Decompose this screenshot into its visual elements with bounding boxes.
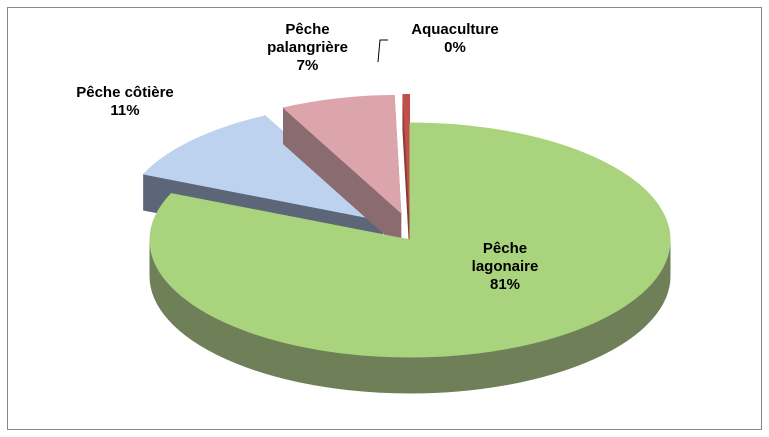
value-label: 7% bbox=[296, 57, 319, 74]
slice-label: Pêche palangrière 7% bbox=[265, 21, 350, 75]
slice bbox=[149, 122, 671, 358]
category-label: Aquaculture bbox=[411, 21, 499, 38]
value-label: 0% bbox=[444, 39, 466, 56]
value-label: 11% bbox=[110, 102, 140, 119]
slice bbox=[282, 94, 402, 214]
category-label: Pêche côtière bbox=[76, 84, 174, 101]
value-label: 81% bbox=[489, 276, 521, 293]
slice-label: Pêche lagonaire 81% bbox=[455, 240, 555, 294]
category-label: Pêche lagonaire bbox=[471, 240, 539, 275]
slice-label: Aquaculture 0% bbox=[390, 21, 520, 57]
slice bbox=[402, 94, 411, 212]
slice-label: Pêche côtière 11% bbox=[55, 84, 195, 120]
slice bbox=[142, 115, 385, 222]
leader-line bbox=[377, 39, 388, 63]
category-label: Pêche palangrière bbox=[267, 21, 348, 56]
